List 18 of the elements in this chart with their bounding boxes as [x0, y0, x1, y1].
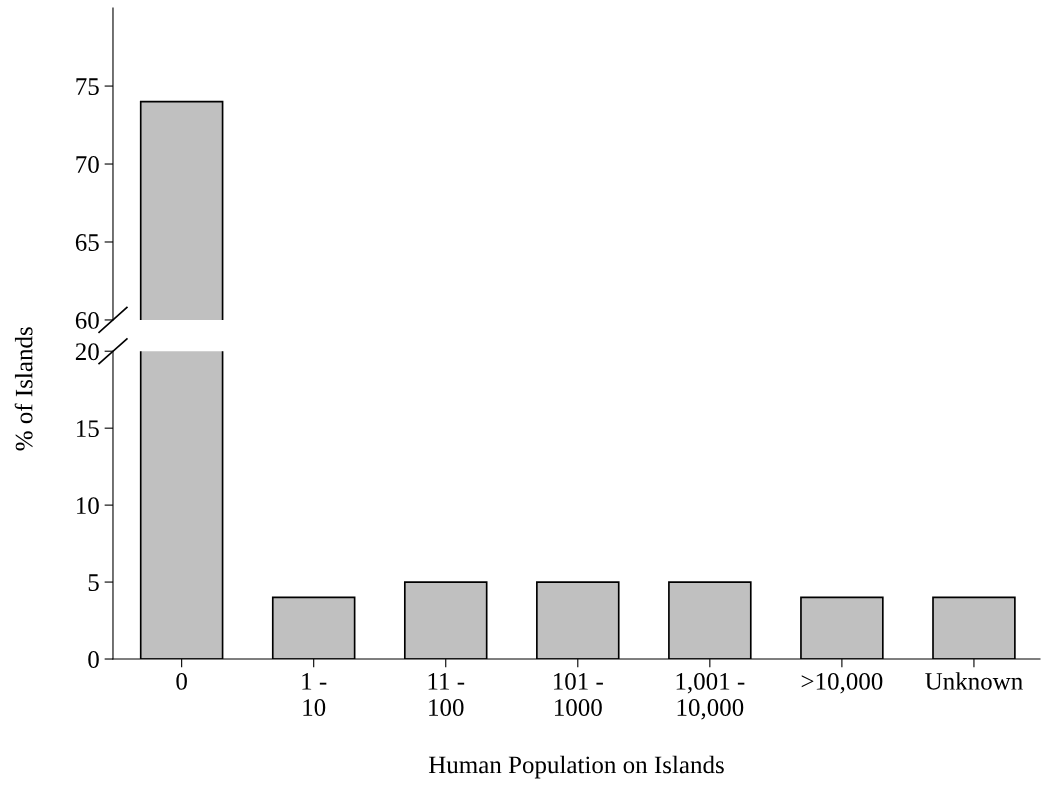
x-tick-label: 101 - 1000 [553, 672, 603, 716]
y-tick-label: 75 [76, 78, 99, 95]
y-tick-label: 0 [88, 651, 99, 668]
y-axis-title: % of Islands [14, 327, 33, 451]
y-tick-label: 10 [76, 497, 99, 515]
x-tick-label: 1,001 - 10,000 [676, 672, 745, 720]
x-tick-label: 1 - 10 [302, 673, 327, 716]
y-tick-label: 20 [75, 343, 99, 361]
y-tick-label: 5 [88, 574, 99, 591]
x-tick-label: >10,000 [801, 672, 883, 694]
y-tick-label: 15 [76, 420, 99, 438]
y-tick-label: 65 [75, 234, 99, 251]
x-tick-label: 11 - 100 [428, 673, 465, 716]
y-tick-label: 70 [76, 156, 99, 173]
x-axis-title: Human Population on Islands [428, 755, 724, 779]
x-tick-label: Unknown [925, 672, 1023, 690]
y-tick-label: 60 [75, 312, 99, 329]
x-tick-label: 0 [176, 672, 187, 690]
